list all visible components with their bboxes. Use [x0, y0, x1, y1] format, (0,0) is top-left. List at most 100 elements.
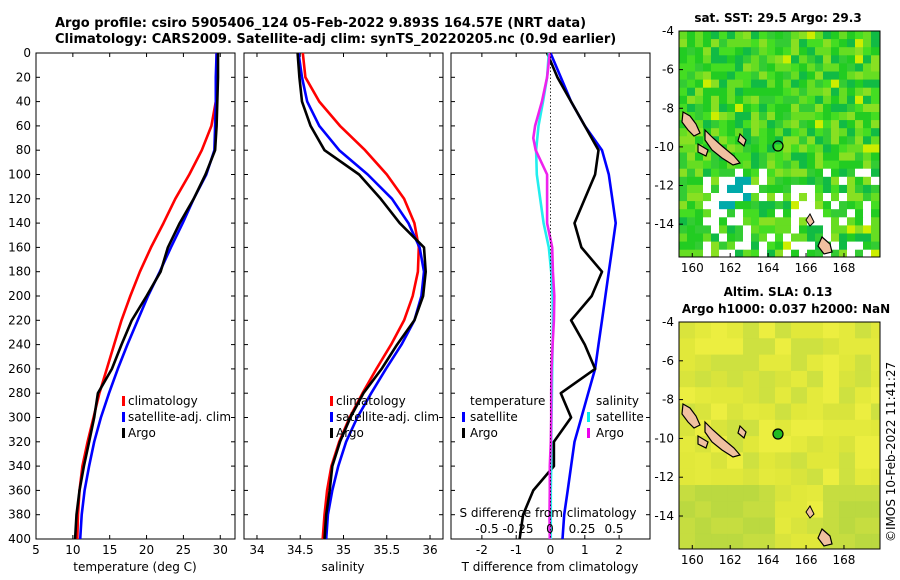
- sst-cell: [695, 87, 704, 97]
- sla-cell: [791, 485, 808, 502]
- island-shape: [681, 403, 701, 429]
- sst-cell: [863, 152, 872, 161]
- sst-cell: [703, 144, 712, 153]
- sst-cell: [743, 112, 752, 121]
- series-line-climatology: [76, 53, 218, 540]
- sst-cell: [839, 55, 848, 64]
- sla-cell: [775, 452, 792, 470]
- sst-cell: [687, 184, 696, 194]
- sla-cell: [679, 517, 696, 535]
- map-y-tick-label: -14: [654, 509, 674, 523]
- sst-cell: [815, 136, 824, 145]
- sst-cell: [679, 201, 688, 210]
- sst-cell: [751, 87, 760, 97]
- sst-cell: [831, 249, 840, 257]
- y-tick-label: 80: [16, 143, 31, 157]
- sst-cell: [847, 136, 856, 145]
- sst-cell: [815, 112, 824, 121]
- sst-cell: [863, 249, 872, 257]
- sst-cell: [871, 176, 880, 186]
- sst-cell: [831, 193, 840, 202]
- sst-cell: [783, 209, 792, 218]
- sst-cell: [727, 95, 736, 105]
- sst-cell: [727, 168, 736, 178]
- sst-cell: [711, 112, 720, 121]
- sst-cell: [751, 39, 760, 48]
- sst-cell: [775, 184, 784, 194]
- sst-cell: [855, 193, 864, 202]
- sst-cell: [687, 217, 696, 226]
- sla-cell: [711, 533, 728, 549]
- sst-cell: [703, 217, 712, 226]
- sst-cell: [815, 47, 824, 56]
- sst-cell: [807, 120, 816, 129]
- sst-cell: [711, 71, 720, 80]
- sla-cell: [711, 354, 728, 372]
- sst-cell: [871, 160, 880, 169]
- sla-cell: [695, 370, 712, 388]
- sst-cell: [847, 63, 856, 72]
- x-tick-label: 25: [176, 543, 191, 557]
- sla-cell: [871, 452, 880, 470]
- sst-cell: [871, 55, 880, 64]
- island-shape: [737, 132, 747, 148]
- sla-cell: [807, 322, 824, 339]
- sst-cell: [783, 249, 792, 257]
- y-tick-label: 340: [8, 459, 31, 473]
- sst-cell: [799, 136, 808, 145]
- series-line-argo: [73, 53, 220, 540]
- sst-cell: [831, 128, 840, 137]
- sst-cell: [839, 225, 848, 234]
- sst-cell: [767, 160, 776, 169]
- sst-cell: [847, 225, 856, 234]
- sst-cell: [831, 95, 840, 105]
- sst-cell: [815, 31, 824, 40]
- sst-cell: [815, 184, 824, 194]
- sst-cell: [767, 120, 776, 129]
- sst-cell: [815, 176, 824, 186]
- sst-cell: [759, 193, 768, 202]
- island-shape: [805, 213, 815, 227]
- map-y-tick-label: -8: [662, 101, 674, 115]
- sst-cell: [679, 241, 688, 250]
- sla-cell: [695, 354, 712, 372]
- sst-cell: [855, 233, 864, 242]
- sst-cell: [863, 63, 872, 72]
- sst-cell: [791, 136, 800, 145]
- sst-cell: [807, 241, 816, 250]
- sst-cell: [871, 209, 880, 218]
- sla-cell: [791, 419, 808, 437]
- temperature-legend: climatology satellite-adj. clim Argo: [122, 394, 231, 440]
- sst-cell: [815, 103, 824, 113]
- sst-cell: [783, 184, 792, 194]
- sst-cell: [719, 128, 728, 137]
- x-tick-label: 34: [249, 543, 264, 557]
- sst-cell: [863, 31, 872, 40]
- sst-cell: [695, 241, 704, 250]
- sst-cell: [855, 168, 864, 178]
- sst-cell: [807, 160, 816, 169]
- sst-cell: [815, 168, 824, 178]
- sst-cell: [719, 103, 728, 113]
- sst-cell: [711, 233, 720, 242]
- x-tick-label: -2: [476, 543, 488, 557]
- sst-cell: [711, 241, 720, 250]
- sst-cell: [871, 47, 880, 56]
- y-tick-label: 40: [16, 95, 31, 109]
- sst-cell: [687, 112, 696, 121]
- sst-cell: [695, 217, 704, 226]
- sst-cell: [711, 87, 720, 97]
- sla-cell: [679, 322, 696, 339]
- sla-cell: [775, 338, 792, 356]
- sst-cell: [743, 193, 752, 202]
- legend-label-climatology: climatology: [128, 394, 198, 408]
- sst-cell: [743, 249, 752, 257]
- s-tick-label: 0: [546, 522, 554, 536]
- sst-cell: [679, 217, 688, 226]
- sst-cell: [871, 249, 880, 257]
- sla-cell: [855, 452, 872, 470]
- sla-cell: [871, 517, 880, 535]
- sst-cell: [703, 176, 712, 186]
- sst-cell: [847, 201, 856, 210]
- sst-cell: [687, 201, 696, 210]
